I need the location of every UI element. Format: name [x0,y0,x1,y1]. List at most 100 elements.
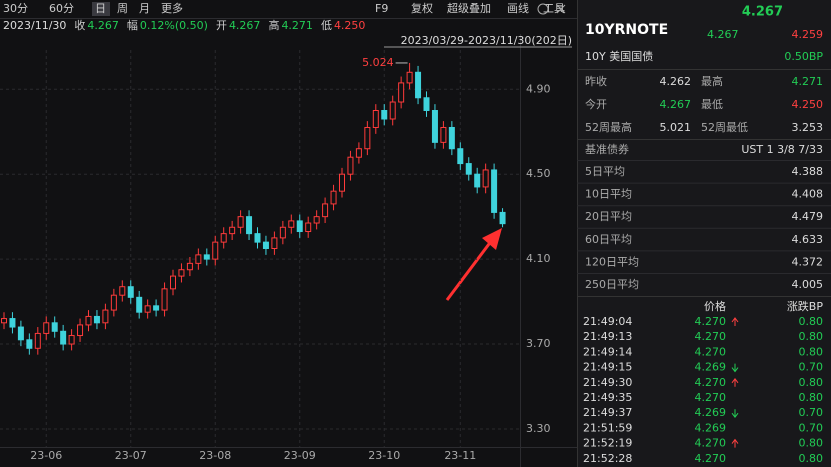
trade-price: 4.269 [695,361,727,374]
info-low-label: 低 [321,19,332,32]
trade-time: 21:49:04 [583,315,632,328]
candle-body [136,296,143,313]
average-label: 120日平均 [585,255,639,268]
candle-body [271,237,278,249]
info-close: 4.267 [87,19,119,32]
average-label: 20日平均 [585,210,632,223]
candle-body [102,309,109,324]
candle-body [499,211,506,225]
stat-value: 3.253 [792,121,824,134]
candle-body [237,216,244,228]
candle-body [17,326,24,341]
stat-label: 最低 [701,98,723,111]
trade-price: 4.270 [695,376,727,389]
info-change: 0.12%(0.50) [140,19,208,32]
candle-body [381,110,388,120]
trade-price: 4.269 [695,406,727,419]
last-price: 4.267 [742,5,783,20]
candle-body [26,339,33,349]
candle-body [330,190,337,205]
candle-body [153,305,160,311]
trade-price: 4.270 [695,330,727,343]
candle-body [322,203,329,218]
candle-body [262,241,269,249]
info-low: 4.250 [334,19,366,32]
up-arrow [731,438,739,448]
candle-body [9,318,16,328]
trade-change: 0.70 [799,421,824,434]
trade-time: 21:49:14 [583,345,632,358]
period-tab[interactable]: 30分 [3,2,28,15]
arrow-head [482,228,502,250]
benchmark-value: UST 1 3/8 7/33 [741,143,823,156]
candle-body [491,169,498,213]
tool-button[interactable]: 工具 [543,2,565,15]
collapse-icon[interactable] [556,4,566,14]
stat-value: 4.267 [660,98,692,111]
period-tab[interactable]: 更多 [161,1,183,15]
y-tick-label: 3.30 [526,422,551,435]
stat-label: 今开 [585,97,607,111]
settings-icon[interactable] [537,3,549,15]
trade-price: 4.269 [695,421,727,434]
bid: 4.267 [707,28,739,41]
trade-change: 0.80 [799,452,824,465]
stat-value: 5.021 [660,121,692,134]
candle-body [457,148,464,165]
period-tab[interactable]: 月 [139,2,150,15]
candle-body [85,315,92,326]
trade-price: 4.270 [695,315,727,328]
stat-label: 52周最低 [701,121,748,134]
period-tab[interactable]: 周 [117,2,128,15]
candle-body [60,330,67,345]
candle-body [423,97,430,112]
trade-time: 21:49:30 [583,376,632,389]
candle-body [296,220,303,233]
candle-body [406,71,413,84]
tool-button[interactable]: 超级叠加 [447,1,491,15]
period-tab[interactable]: 日 [95,2,106,15]
average-value: 4.633 [792,233,824,246]
y-tick-label: 4.50 [526,167,551,180]
range-label[interactable]: 2023/03/29-2023/11/30(202日) [401,34,572,47]
trade-change: 0.80 [799,345,824,358]
candle-body [170,275,176,290]
y-tick-label: 3.70 [526,337,551,350]
candle-body [465,163,472,175]
stat-value: 4.262 [660,75,692,88]
x-tick-label: 23-11 [444,449,476,462]
candle-body [474,173,481,188]
candle-body [305,222,312,233]
y-tick-label: 4.10 [526,252,551,265]
trade-time: 21:49:13 [583,330,632,343]
change-bp: 0.50BP [784,50,823,63]
average-label: 10日平均 [585,188,632,201]
average-value: 4.005 [792,278,824,291]
tool-button[interactable]: 复权 [411,1,433,15]
average-value: 4.372 [792,255,824,268]
candle-body [440,126,447,143]
average-label: 5日平均 [585,165,625,178]
candle-body [347,156,354,175]
y-tick-label: 4.90 [526,82,551,95]
candle-body [161,288,168,311]
up-arrow [731,317,739,326]
peak-label: 5.024 [362,56,394,69]
trade-time: 21:51:59 [583,421,632,434]
trade-change: 0.70 [799,361,824,374]
tool-button[interactable]: F9 [375,2,388,15]
stat-value: 4.271 [792,75,824,88]
trade-change: 0.80 [799,315,824,328]
stat-value: 4.250 [792,98,824,111]
period-tab[interactable]: 60分 [49,2,74,15]
candle-body [43,322,50,334]
chart-bg [0,0,578,467]
tool-button[interactable]: 画线 [507,1,529,15]
col-header: 价格 [704,299,726,313]
candle-body [313,216,320,224]
trade-change: 0.70 [799,406,824,419]
candle-body [186,262,193,271]
info-high: 4.271 [281,19,313,32]
